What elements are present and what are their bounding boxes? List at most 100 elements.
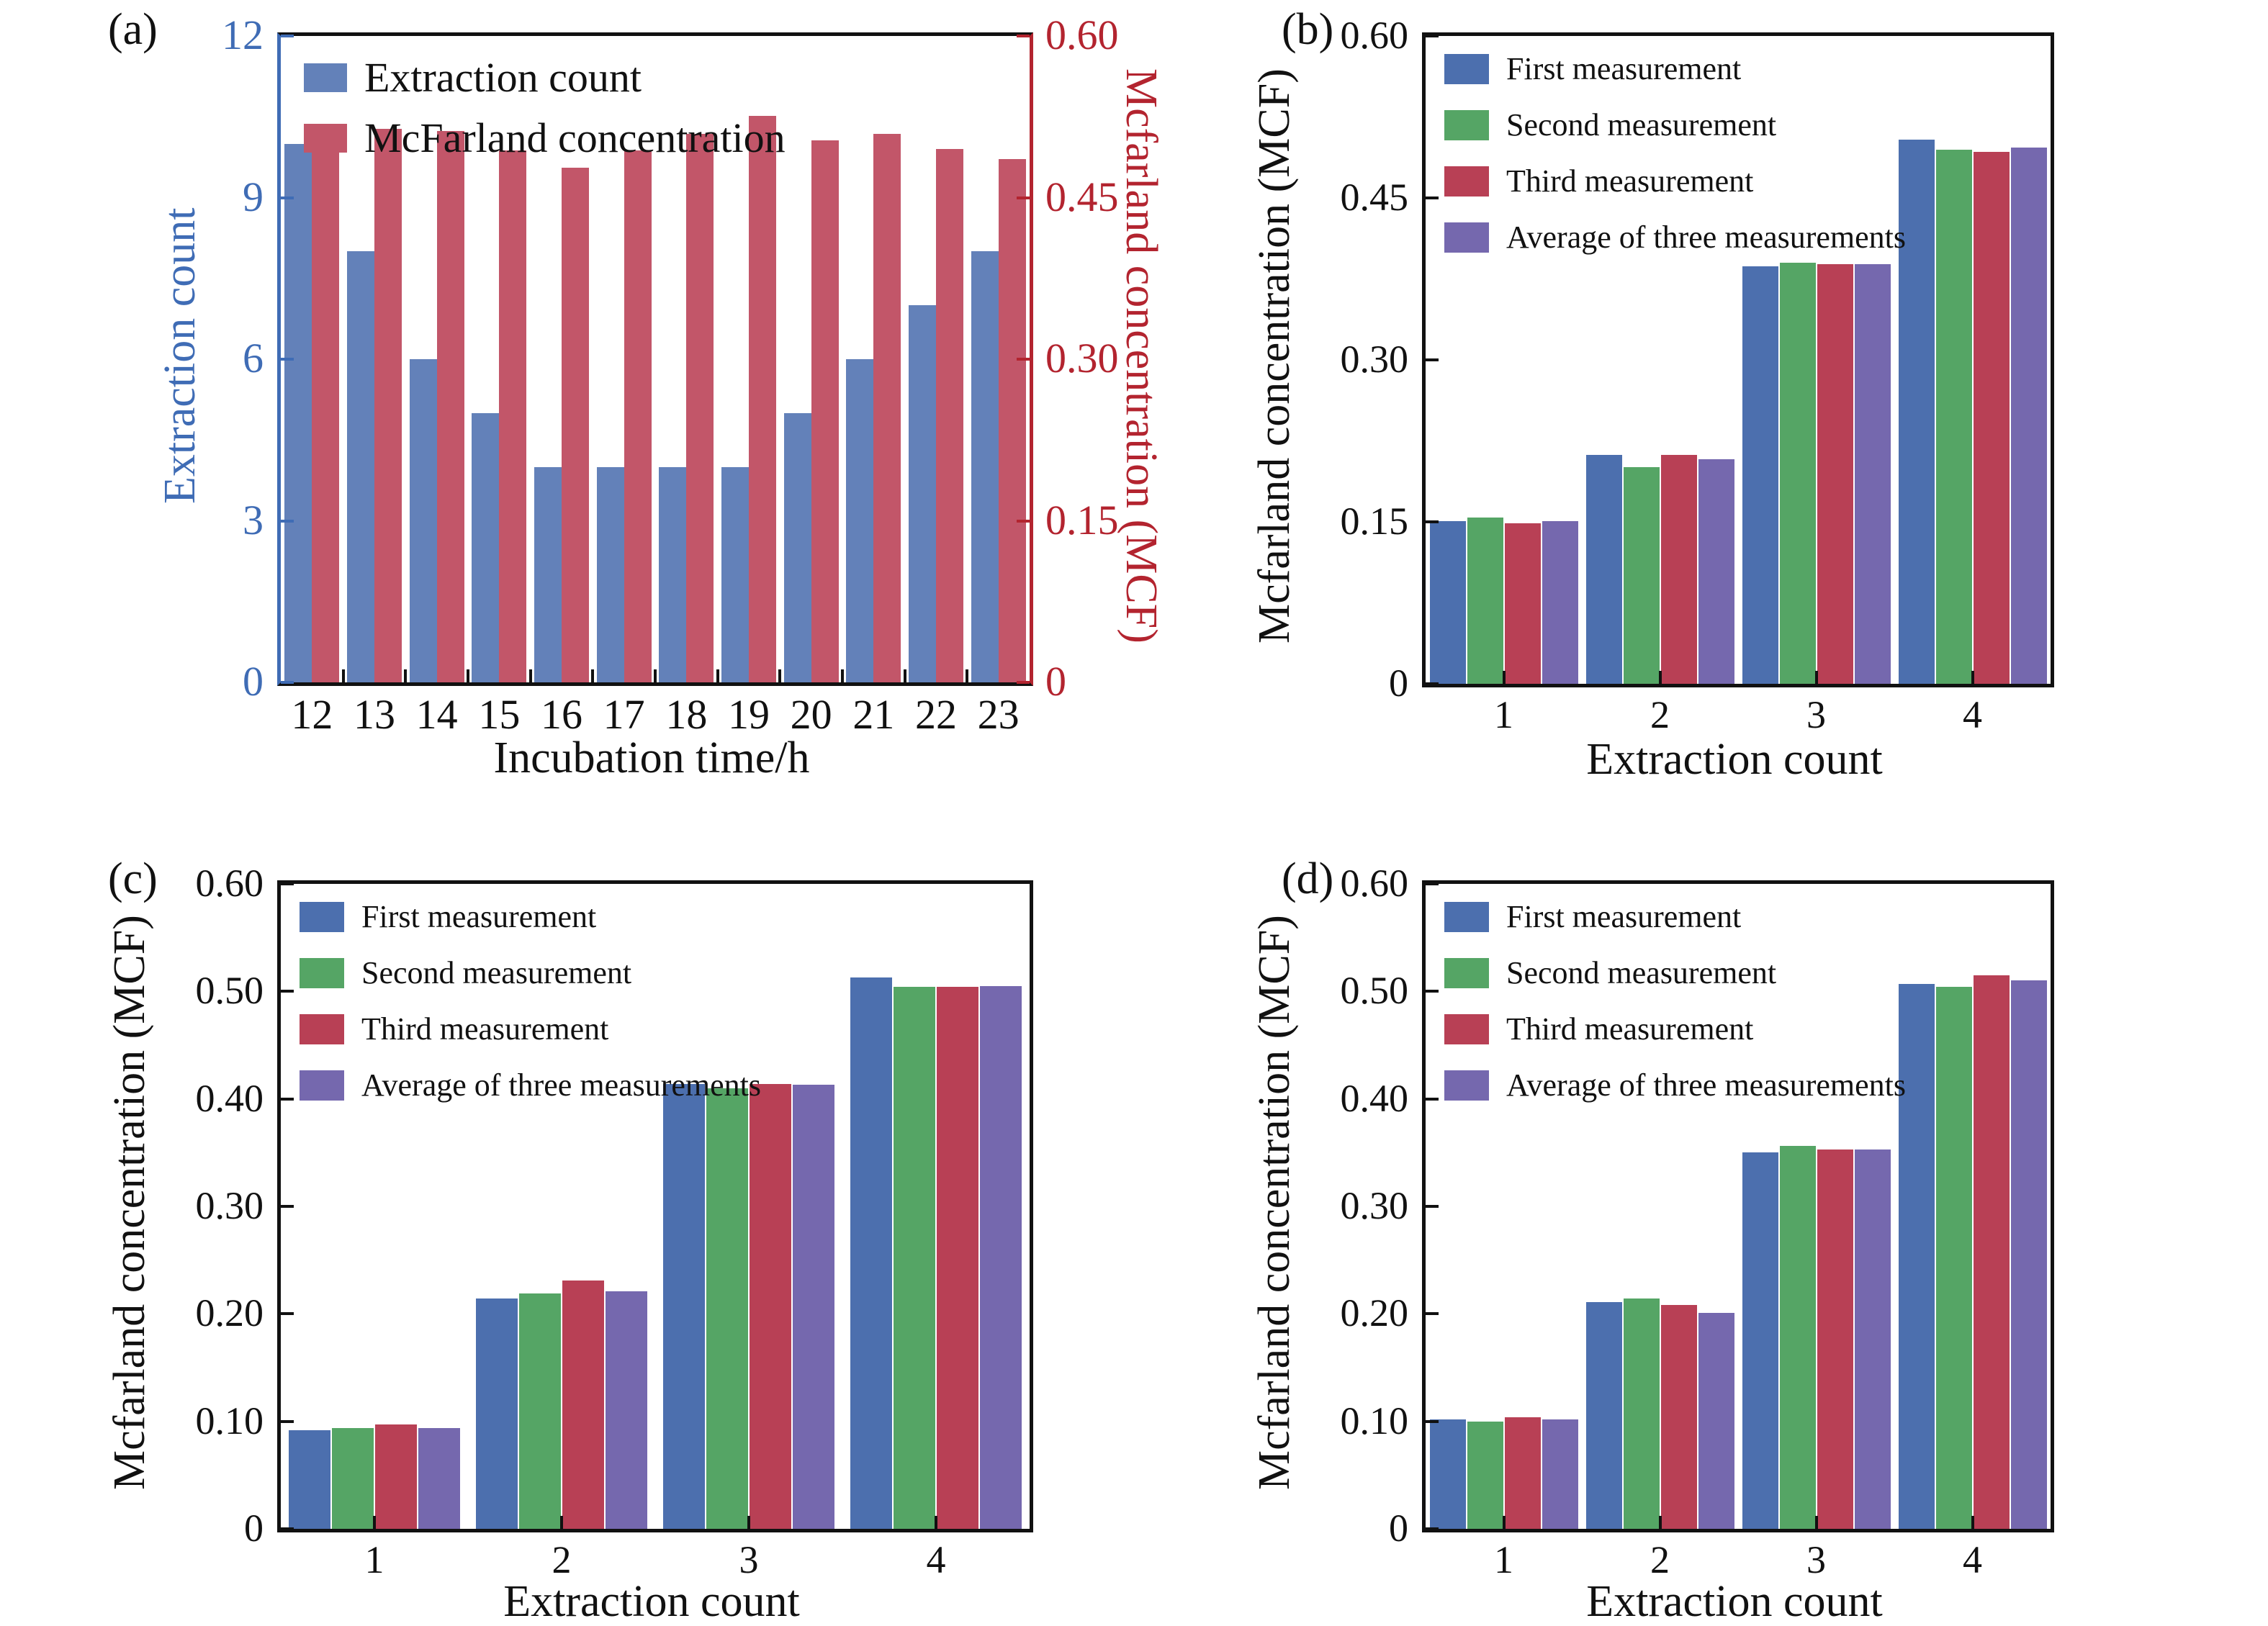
y-axis-tick-label: 6 [243,334,264,381]
x-axis-tick-label: 21 [852,691,895,738]
bar [1854,1149,1891,1529]
legend-label: Second measurement [1506,955,1777,990]
x-axis-tick-label: 13 [354,691,395,738]
bar [793,1085,834,1529]
bar [894,987,935,1529]
y-axis-tick [1426,1205,1439,1208]
bar [374,128,402,682]
bar [1623,466,1660,684]
bar [519,1293,561,1529]
bar [1742,266,1778,684]
y-axis-tick [1426,358,1439,361]
bar [721,466,749,682]
y-axis-tick-label: 0.40 [195,1076,264,1120]
y-axis-tick [281,35,294,37]
y-axis-tick-label: 0.10 [1340,1399,1409,1442]
bar [686,134,714,682]
bar [663,1083,705,1529]
legend-item: McFarland concentration [304,115,786,161]
bar [1898,983,1935,1529]
bar [289,1429,330,1529]
y-axis-tick [1426,1419,1439,1423]
legend-label: Second measurement [361,955,632,990]
y-axis-tick-label: 0 [1389,661,1408,705]
x-axis-tick [1971,1516,1974,1529]
bar [284,143,312,682]
y-axis-tick-label: 0 [243,657,264,705]
y-axis-tick-label: 0.50 [195,969,264,1013]
bar [332,1427,374,1529]
x-axis-tick [1814,671,1818,684]
bar [606,1291,647,1529]
legend-item: Extraction count [304,55,642,101]
bar [1504,523,1541,684]
x-axis-tick-label: 4 [926,1538,946,1581]
bar [1660,1305,1697,1529]
y-axis-tick-label: 0.50 [1340,969,1409,1013]
legend-swatch [1444,54,1489,85]
bar [1467,518,1503,684]
y-axis-tick-label: 0 [244,1506,264,1550]
right-y-axis-tick-label: 0 [1045,657,1066,705]
y-axis-tick [1426,520,1439,523]
y-axis-tick [1426,197,1439,199]
right-y-axis-tick [1017,35,1030,37]
legend-item: Third measurement [1444,1011,1753,1047]
bar [624,150,652,682]
bar [2010,147,2047,684]
y-axis-tick-label: 0.20 [195,1291,264,1335]
y-axis-tick-label: 0.30 [195,1183,264,1227]
legend-item: Third measurement [300,1011,608,1047]
panel-label: (c) [108,854,158,903]
x-axis-tick [841,669,844,682]
x-axis-tick-label: 2 [1650,1538,1670,1581]
bar [347,251,374,682]
y-axis-tick [281,358,294,361]
legend-item: Average of three measurements [1444,1067,1906,1103]
x-axis-tick [1502,671,1506,684]
x-axis-tick-label: 22 [915,691,957,738]
x-axis-tick [373,1516,376,1529]
bar [659,466,687,682]
y-axis-tick-label: 9 [243,173,264,220]
plot-area: 0 0.15 0.30 0.45 0.60 1 2 3 4 First measurement Se… [1341,16,2054,734]
bar [476,1298,518,1529]
bar [980,985,1022,1529]
bar [998,158,1026,682]
bar [1542,520,1578,684]
x-axis-tick-label: 2 [552,1538,572,1581]
legend-swatch [1444,1014,1489,1045]
x-axis-tick [1658,671,1662,684]
y-axis-tick [281,519,294,523]
legend-label: First measurement [1506,51,1742,86]
panel-d: (d) Mcfarland concentration (MCF) Extrac… [1134,813,2268,1626]
x-axis-tick-label: 4 [1963,693,1982,736]
bar [1429,1419,1466,1529]
legend-swatch [1444,166,1489,197]
bar [1973,975,2010,1529]
bar [1542,1419,1578,1529]
bar [811,140,839,682]
y-axis-tick-label: 12 [222,11,264,58]
bar [1742,1152,1778,1529]
x-axis-tick [560,1516,563,1529]
y-axis-tick [1426,990,1439,993]
bar [1898,140,1935,684]
bar [937,987,978,1529]
bar [1779,263,1816,684]
bar [1817,1149,1853,1529]
bar [312,145,340,682]
y-axis-tick-label: 0 [1389,1506,1408,1550]
y-axis-tick-label: 0.30 [1340,1183,1409,1227]
y-axis-tick [281,882,294,885]
bar [936,149,963,682]
x-axis-tick [903,669,906,682]
plot-area: 0 3 6 9 12 0 0.15 0.30 0.45 0.60 12 13 14 15 16 17 18 19 2… [222,14,1119,735]
y-axis-tick [1426,882,1439,885]
x-axis-tick-label: 3 [739,1538,759,1581]
bar [783,412,811,682]
bar [1935,149,1972,684]
legend-label: Average of three measurements [361,1067,762,1103]
legend-swatch [300,958,344,989]
